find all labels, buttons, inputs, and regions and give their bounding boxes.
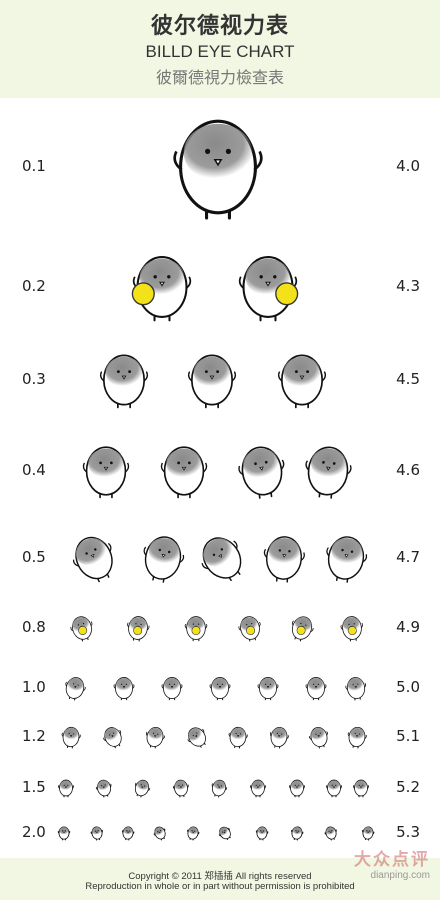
chick-figure <box>95 779 112 798</box>
chick-figure <box>305 446 352 499</box>
chick-figure <box>289 779 305 798</box>
chick-figure <box>113 677 135 701</box>
decimal-acuity-label: 0.4 <box>22 461 46 479</box>
chick-figure <box>145 726 165 749</box>
yellow-ball-icon <box>246 626 256 636</box>
chick-figure <box>58 779 74 798</box>
chick-figure <box>238 616 261 642</box>
chick-figure <box>305 677 327 701</box>
copyright-text: Copyright © 2011 郑插插 All rights reserved <box>128 871 312 882</box>
decimal-acuity-label: 1.2 <box>22 727 46 745</box>
chick-figure <box>340 616 363 642</box>
logmar-acuity-label: 4.9 <box>396 618 420 636</box>
chick-figure <box>255 826 269 841</box>
logmar-acuity-label: 4.0 <box>396 157 420 175</box>
title-chinese: 彼尔德视力表 <box>150 14 289 39</box>
decimal-acuity-label: 1.5 <box>22 778 46 796</box>
decimal-acuity-label: 2.0 <box>22 823 46 841</box>
logmar-acuity-label: 4.3 <box>396 277 420 295</box>
chick-figure <box>82 446 130 499</box>
chick-figure <box>61 726 81 749</box>
yellow-ball-icon <box>347 626 357 636</box>
decimal-acuity-label: 0.5 <box>22 548 46 566</box>
watermark-logo-text: 大众点评 <box>354 850 430 870</box>
decimal-acuity-label: 1.0 <box>22 678 46 696</box>
yellow-ball-icon <box>133 626 143 636</box>
chick-figure <box>161 677 183 701</box>
yellow-ball-icon <box>191 626 201 636</box>
chick-figure <box>173 119 263 220</box>
chick-figure <box>291 826 304 841</box>
chick-figure <box>160 446 208 499</box>
chick-figure <box>326 536 368 583</box>
chick-figure <box>121 826 135 841</box>
chick-figure <box>187 826 200 841</box>
chick-figure <box>90 826 104 841</box>
chick-figure <box>134 779 151 798</box>
logmar-acuity-label: 5.1 <box>396 727 420 745</box>
chick-figure <box>184 616 208 642</box>
chick-figure <box>153 826 166 841</box>
chick-figure <box>238 446 285 499</box>
footer: Copyright © 2011 郑插插 All rights reserved… <box>0 858 440 900</box>
chick-figure <box>209 677 231 701</box>
logmar-acuity-label: 5.3 <box>396 823 420 841</box>
chick-figure <box>172 779 189 798</box>
yellow-ball-icon <box>296 625 306 635</box>
chick-figure <box>65 677 86 701</box>
chick-figure <box>131 256 192 322</box>
chick-figure <box>187 727 206 748</box>
chick-figure <box>99 354 149 409</box>
decimal-acuity-label: 0.1 <box>22 157 46 175</box>
decimal-acuity-label: 0.2 <box>22 277 46 295</box>
title-traditional: 彼爾德視力檢查表 <box>155 68 284 87</box>
title-english: BILLD EYE CHART <box>145 42 295 61</box>
chick-figure <box>269 726 289 749</box>
chick-figure <box>103 727 122 749</box>
chick-figure <box>326 779 342 798</box>
chick-figure <box>263 536 305 583</box>
chick-figure <box>309 727 328 749</box>
logmar-acuity-label: 5.2 <box>396 778 420 796</box>
chick-figure <box>238 256 299 322</box>
chick-figure <box>143 536 185 583</box>
chick-figure <box>201 537 242 582</box>
chick-figure <box>353 779 369 798</box>
chick-figure <box>345 677 367 701</box>
chick-figure <box>324 826 337 841</box>
chick-figure <box>277 354 327 409</box>
chick-figure <box>250 779 266 798</box>
logmar-acuity-label: 5.0 <box>396 678 420 696</box>
chick-figure <box>187 354 237 409</box>
chick-figure <box>228 726 248 749</box>
chick-figure <box>127 616 150 642</box>
chick-figure <box>361 826 375 841</box>
chick-figure <box>211 779 228 798</box>
chick-figure <box>291 616 314 642</box>
logmar-acuity-label: 4.6 <box>396 461 420 479</box>
yellow-ball-icon <box>275 282 299 306</box>
logmar-acuity-label: 4.7 <box>396 548 420 566</box>
watermark-url: dianping.com <box>370 870 430 881</box>
reproduction-notice: Reproduction in whole or in part without… <box>85 881 355 892</box>
logmar-acuity-label: 4.5 <box>396 370 420 388</box>
chick-figure <box>72 536 113 583</box>
chick-figure <box>347 726 367 749</box>
chick-figure <box>218 826 231 841</box>
watermark: 大众点评 dianping.com <box>354 845 430 881</box>
chart-header: 彼尔德视力表 BILLD EYE CHART 彼爾德視力檢查表 <box>0 0 440 98</box>
decimal-acuity-label: 0.3 <box>22 370 46 388</box>
chick-figure <box>70 616 93 642</box>
decimal-acuity-label: 0.8 <box>22 618 46 636</box>
chick-figure <box>257 677 279 701</box>
yellow-ball-icon <box>78 626 88 635</box>
yellow-ball-icon <box>131 282 155 306</box>
chick-figure <box>57 826 71 841</box>
